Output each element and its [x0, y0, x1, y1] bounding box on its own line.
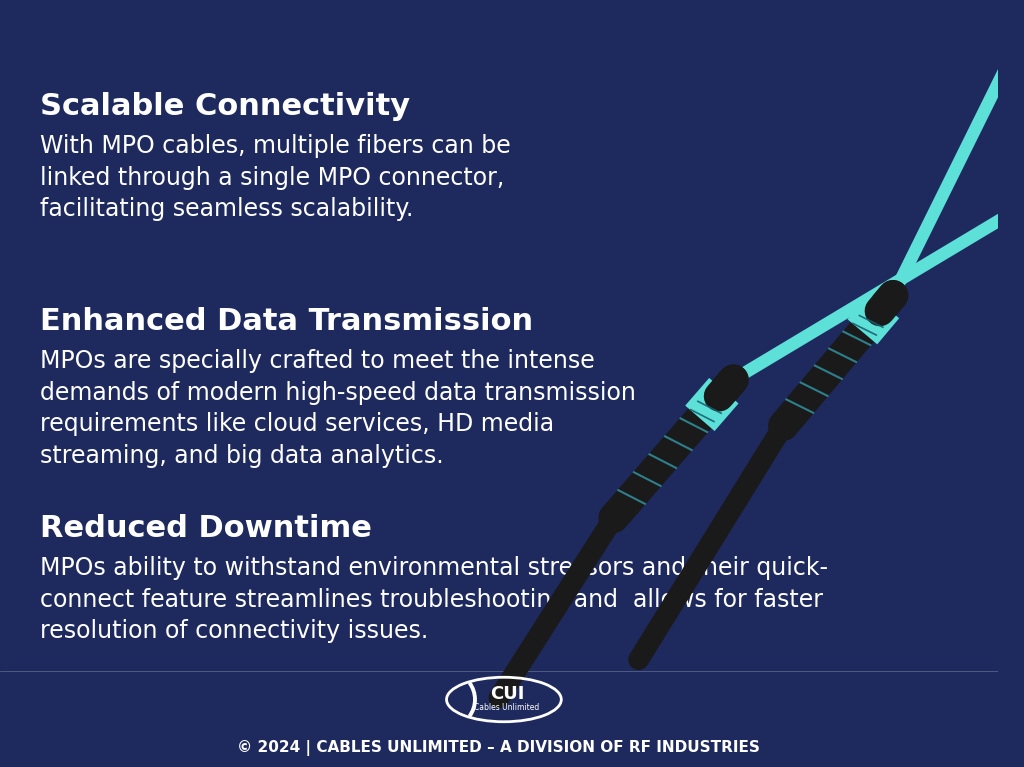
Text: Enhanced Data Transmission: Enhanced Data Transmission [40, 307, 534, 336]
Text: MPOs are specially crafted to meet the intense
demands of modern high-speed data: MPOs are specially crafted to meet the i… [40, 349, 636, 468]
Text: Cables Unlimited: Cables Unlimited [474, 703, 540, 713]
Text: MPOs ability to withstand environmental stressors and their quick-
connect featu: MPOs ability to withstand environmental … [40, 556, 828, 644]
Text: CUI: CUI [489, 685, 524, 703]
Text: © 2024 | CABLES UNLIMITED – A DIVISION OF RF INDUSTRIES: © 2024 | CABLES UNLIMITED – A DIVISION O… [238, 740, 761, 755]
Text: Reduced Downtime: Reduced Downtime [40, 514, 372, 543]
Text: With MPO cables, multiple fibers can be
linked through a single MPO connector,
f: With MPO cables, multiple fibers can be … [40, 134, 511, 222]
Text: Scalable Connectivity: Scalable Connectivity [40, 92, 410, 121]
